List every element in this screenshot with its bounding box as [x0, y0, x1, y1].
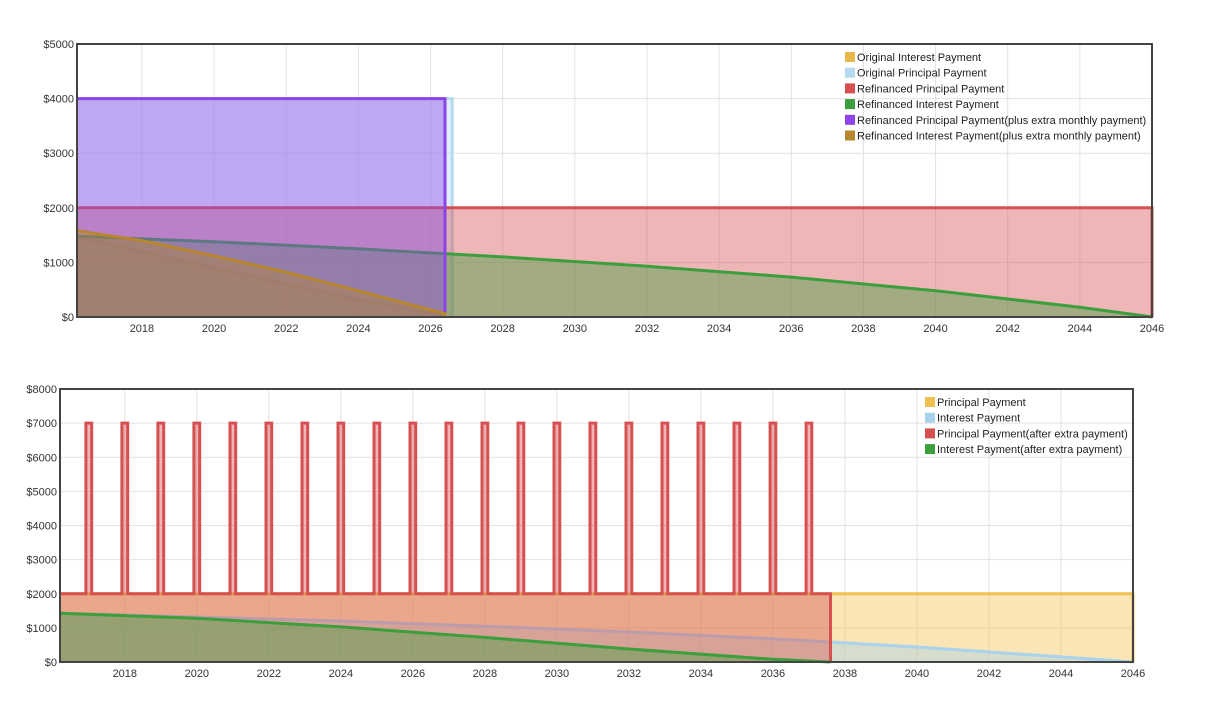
chart1-x-tick-label: 2030 — [563, 323, 587, 335]
extra-payment-chart: $0 $1000 $2000 $3000 $4000 $5000 $6000 $7000 $80… — [26, 384, 1145, 680]
chart1-area-original-interest-payment — [77, 237, 445, 317]
chart1-x-tick-label: 2026 — [418, 323, 442, 335]
chart2-y-tick-label: $4000 — [26, 521, 57, 533]
chart1-x-tick-label: 2040 — [923, 323, 947, 335]
refinance-comparison-chart: $0 $1000 $2000 $3000 $4000 $5000 2018 2020 2022… — [43, 39, 1164, 335]
chart2-x-tick-label: 2038 — [833, 668, 857, 680]
chart1-x-tick-label: 2034 — [707, 323, 731, 335]
chart1-line-refinanced-interest-payment-plus-extra-monthly-payment — [76, 229, 447, 317]
chart1-x-tick-label: 2046 — [1140, 323, 1164, 335]
chart2-y-axis: $0 $1000 $2000 $3000 $4000 $5000 $6000 $7000 $80… — [26, 384, 57, 669]
legend-swatch-principal-payment[interactable] — [925, 397, 935, 407]
chart1-x-tick-label: 2036 — [779, 323, 803, 335]
chart1-y-axis: $0 $1000 $2000 $3000 $4000 $5000 — [43, 39, 74, 324]
chart2-x-tick-label: 2044 — [1049, 668, 1073, 680]
chart1-x-tick-label: 2038 — [851, 323, 875, 335]
chart2-x-tick-label: 2042 — [977, 668, 1001, 680]
legend-label-refinanced-principal-payment[interactable]: Refinanced Principal Payment — [857, 83, 1004, 95]
chart2-y-tick-label: $6000 — [26, 452, 57, 464]
chart2-area-principal-payment-after-extra-payment — [60, 423, 831, 662]
chart2-y-tick-label: $3000 — [26, 555, 57, 567]
chart1-series — [76, 97, 1154, 319]
chart1-y-tick-label: $3000 — [43, 148, 74, 160]
legend-swatch-original-interest-payment[interactable] — [845, 52, 855, 62]
legend-swatch-interest-payment-after-extra-payment[interactable] — [925, 444, 935, 455]
chart1-y-tick-label: $4000 — [43, 94, 74, 106]
chart1-x-tick-label: 2028 — [490, 323, 514, 335]
chart2-y-tick-label: $2000 — [26, 589, 57, 601]
chart1-y-tick-label: $0 — [62, 312, 74, 324]
legend-label-refinanced-principal-payment-plus-extra-monthly-payment[interactable]: Refinanced Principal Payment(plus extra … — [857, 115, 1146, 127]
legend-swatch-refinanced-interest-payment-plus-extra-monthly-payment[interactable] — [845, 130, 855, 141]
chart1-legend: Original Interest Payment Original Princi… — [845, 52, 1146, 143]
chart1-x-tick-label: 2022 — [274, 323, 298, 335]
chart1-y-tick-label: $1000 — [43, 257, 74, 269]
chart1-area-refinanced-interest-payment-plus-extra-monthly-payment — [77, 230, 445, 317]
chart1-y-tick-label: $2000 — [43, 203, 74, 215]
legend-label-principal-payment-after-extra-payment[interactable]: Principal Payment(after extra payment) — [937, 428, 1128, 440]
chart2-y-tick-label: $1000 — [26, 623, 57, 635]
chart1-area-refinanced-principal-payment — [77, 207, 1152, 317]
legend-swatch-original-principal-payment[interactable] — [845, 67, 855, 78]
legend-swatch-principal-payment-after-extra-payment[interactable] — [925, 428, 935, 439]
chart2-x-tick-label: 2034 — [689, 668, 713, 680]
chart2-x-tick-label: 2026 — [401, 668, 425, 680]
chart2-legend: Principal Payment Interest Payment Princip… — [925, 397, 1128, 456]
chart2-x-tick-label: 2022 — [257, 668, 281, 680]
chart2-x-tick-label: 2028 — [473, 668, 497, 680]
chart2-plot-frame — [59, 388, 1134, 663]
chart2-line-interest-payment-after-extra-payment — [59, 611, 831, 664]
chart2-line-principal-payment-after-extra-payment — [60, 421, 832, 662]
chart1-x-tick-label: 2024 — [346, 323, 370, 335]
chart1-line-refinanced-interest-payment — [76, 234, 1153, 319]
chart2-x-tick-label: 2018 — [113, 668, 137, 680]
chart2-x-tick-label: 2020 — [185, 668, 209, 680]
chart2-x-tick-label: 2040 — [905, 668, 929, 680]
chart1-x-tick-label: 2044 — [1068, 323, 1092, 335]
chart1-area-refinanced-interest-payment — [77, 236, 1152, 317]
chart1-x-tick-label: 2032 — [635, 323, 659, 335]
chart2-x-tick-label: 2030 — [545, 668, 569, 680]
chart2-x-tick-label: 2036 — [761, 668, 785, 680]
legend-swatch-refinanced-interest-payment[interactable] — [845, 99, 855, 110]
chart2-x-tick-label: 2032 — [617, 668, 641, 680]
chart2-y-tick-label: $5000 — [26, 486, 57, 498]
chart2-line-interest-payment — [59, 611, 1134, 664]
chart1-x-tick-label: 2020 — [202, 323, 226, 335]
legend-label-principal-payment[interactable]: Principal Payment — [937, 397, 1026, 409]
legend-label-interest-payment[interactable]: Interest Payment — [937, 413, 1020, 425]
chart2-y-tick-label: $0 — [45, 657, 57, 669]
chart2-x-tick-label: 2046 — [1121, 668, 1145, 680]
chart1-area-refinanced-principal-payment-plus-extra-monthly-payment — [77, 98, 445, 317]
legend-label-refinanced-interest-payment[interactable]: Refinanced Interest Payment — [857, 99, 999, 111]
chart2-y-tick-label: $7000 — [26, 418, 57, 430]
chart1-y-tick-label: $5000 — [43, 39, 74, 51]
chart2-y-tick-label: $8000 — [26, 384, 57, 396]
legend-swatch-refinanced-principal-payment[interactable] — [845, 83, 855, 94]
chart1-x-tick-label: 2018 — [130, 323, 154, 335]
chart1-plot-frame — [76, 43, 1153, 318]
legend-swatch-interest-payment[interactable] — [925, 412, 935, 423]
chart2-series — [59, 421, 1135, 664]
legend-label-original-principal-payment[interactable]: Original Principal Payment — [857, 68, 987, 80]
legend-label-original-interest-payment[interactable]: Original Interest Payment — [857, 52, 981, 64]
chart1-x-axis: 2018 2020 2022 2024 2026 2028 2030 2032 2034 2036… — [130, 323, 1165, 335]
legend-label-interest-payment-after-extra-payment[interactable]: Interest Payment(after extra payment) — [937, 444, 1122, 456]
chart2-x-tick-label: 2024 — [329, 668, 353, 680]
chart2-x-axis: 2018 2020 2022 2024 2026 2028 2030 2032 2034 2036… — [113, 668, 1146, 680]
chart1-line-refinanced-principal-payment-plus-extra-monthly-payment — [77, 97, 447, 317]
legend-swatch-refinanced-principal-payment-plus-extra-monthly-payment[interactable] — [845, 114, 855, 125]
chart1-x-tick-label: 2042 — [995, 323, 1019, 335]
legend-label-refinanced-interest-payment-plus-extra-monthly-payment[interactable]: Refinanced Interest Payment(plus extra m… — [857, 131, 1141, 143]
